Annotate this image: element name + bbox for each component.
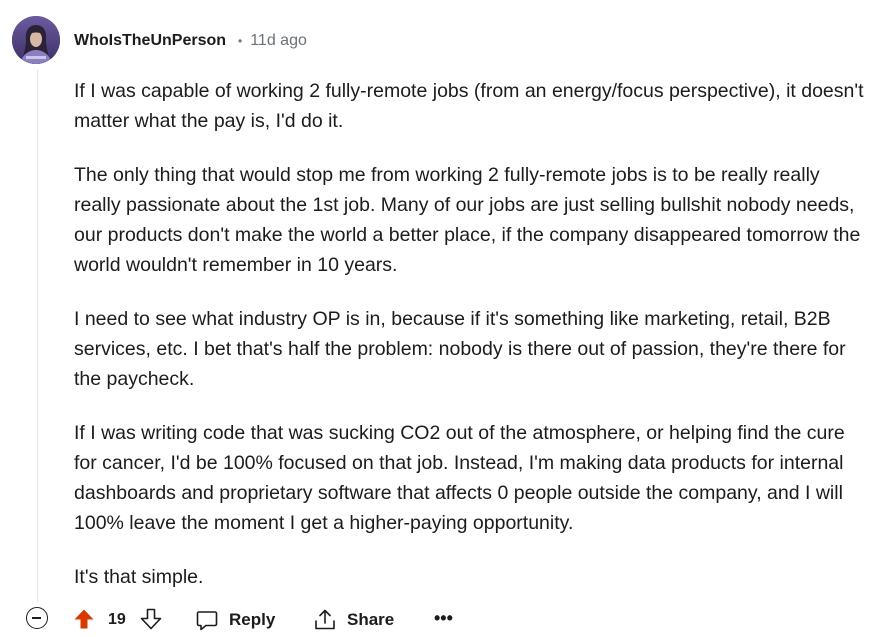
timestamp[interactable]: 11d ago — [250, 32, 307, 49]
username-link[interactable]: WhoIsTheUnPerson — [74, 32, 227, 49]
reply-label: Reply — [229, 610, 276, 629]
avatar[interactable] — [12, 16, 60, 64]
collapse-icon[interactable] — [26, 607, 48, 629]
share-label: Share — [347, 610, 395, 629]
reply-icon — [196, 611, 218, 631]
comment-paragraph: I need to see what industry OP is in, be… — [74, 308, 846, 390]
thread-line[interactable] — [37, 70, 38, 602]
downvote-icon[interactable] — [140, 608, 162, 630]
avatar-image — [12, 16, 60, 64]
meta-separator: • — [238, 34, 243, 48]
reply-button[interactable]: Reply — [195, 608, 275, 632]
comment-paragraph: The only thing that would stop me from w… — [74, 164, 861, 276]
comment-body: If I was capable of working 2 fully-remo… — [74, 76, 864, 616]
vote-score: 19 — [108, 611, 126, 628]
comment-header: WhoIsTheUnPerson • 11d ago — [74, 30, 307, 52]
comment-paragraph: It's that simple. — [74, 566, 204, 588]
more-options-button[interactable]: ••• — [434, 608, 453, 628]
comment-paragraph: If I was writing code that was sucking C… — [74, 422, 845, 534]
share-button[interactable]: Share — [313, 608, 394, 632]
comment-paragraph: If I was capable of working 2 fully-remo… — [74, 80, 864, 132]
upvote-icon[interactable] — [73, 608, 95, 630]
comment-action-bar: 19 Reply Share ••• — [20, 603, 880, 637]
share-icon — [315, 609, 335, 630]
